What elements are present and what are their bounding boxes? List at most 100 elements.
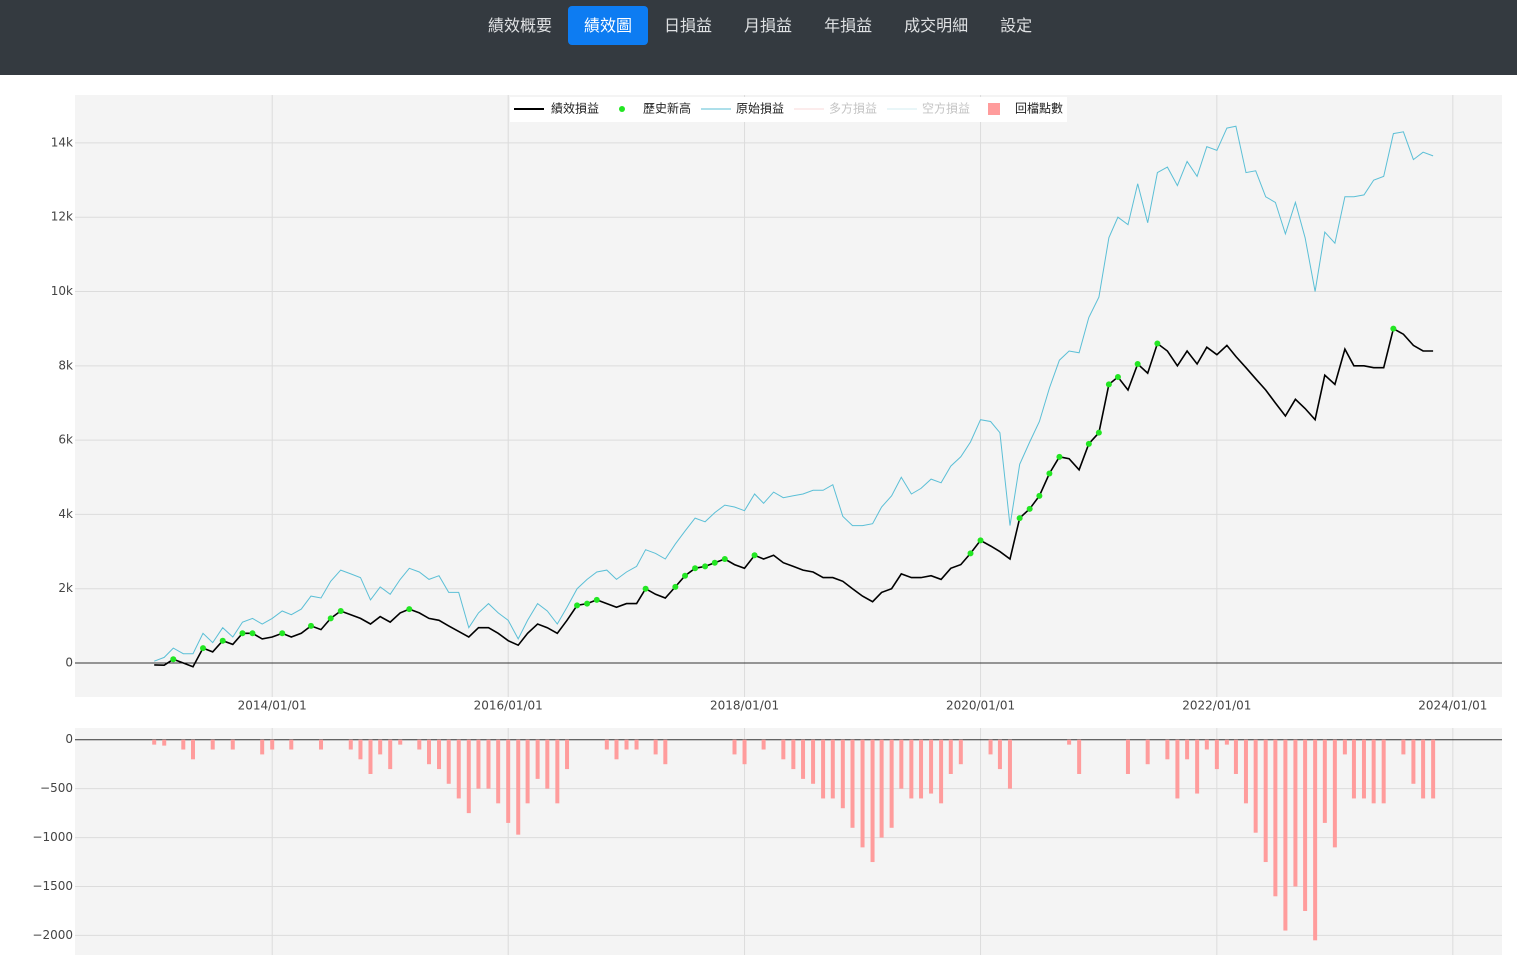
new-high-dot bbox=[584, 600, 591, 607]
drawdown-bar bbox=[368, 739, 373, 774]
drawdown-bar bbox=[840, 739, 845, 809]
drawdown-bar bbox=[319, 739, 324, 750]
drawdown-bar bbox=[1431, 739, 1436, 799]
drawdown-bar bbox=[909, 739, 914, 799]
drawdown-bar bbox=[486, 739, 491, 789]
new-high-dot bbox=[711, 559, 718, 566]
drawdown-bar bbox=[879, 739, 884, 838]
drawdown-bar bbox=[801, 739, 806, 779]
drawdown-bar bbox=[289, 739, 294, 750]
drawdown-bar bbox=[614, 739, 619, 760]
nav-tab[interactable]: 月損益 bbox=[744, 16, 793, 35]
drawdown-bar bbox=[378, 739, 383, 755]
drawdown-bar bbox=[1007, 739, 1012, 789]
nav-tab[interactable]: 設定 bbox=[1000, 16, 1033, 35]
nav-tab[interactable]: 年損益 bbox=[824, 16, 873, 35]
new-high-dot bbox=[1056, 453, 1063, 460]
new-high-dot bbox=[1036, 492, 1043, 499]
drawdown-bar bbox=[525, 739, 530, 804]
drawdown-bar bbox=[997, 739, 1002, 770]
drawdown-bar bbox=[1214, 739, 1219, 770]
drawdown-bar bbox=[1067, 739, 1072, 745]
x-tick-label: 2016/01/01 bbox=[474, 699, 543, 713]
legend-item[interactable]: 績效損益 bbox=[514, 101, 599, 116]
new-high-dot bbox=[1390, 325, 1397, 332]
new-high-dot bbox=[1114, 373, 1121, 380]
new-high-dot bbox=[1026, 505, 1033, 512]
x-tick-label: 2018/01/01 bbox=[710, 699, 779, 713]
drawdown-bar bbox=[260, 739, 265, 755]
drawdown-bar bbox=[181, 739, 186, 750]
legend: 績效損益 歷史新高 原始損益 多方損益 空方損益 回檔點數 bbox=[510, 97, 1067, 122]
new-high-dot bbox=[219, 637, 226, 644]
drawdown-bar bbox=[1165, 739, 1170, 760]
drawdown-bar bbox=[476, 739, 481, 789]
drawdown-bar bbox=[1185, 739, 1190, 760]
legend-label: 空方損益 bbox=[922, 101, 970, 116]
new-high-dot bbox=[1154, 340, 1161, 347]
legend-item[interactable]: 原始損益 bbox=[701, 101, 784, 116]
drawdown-bar bbox=[545, 739, 550, 789]
new-high-dot bbox=[337, 608, 344, 614]
new-high-dot bbox=[1085, 440, 1092, 447]
new-high-dot bbox=[702, 563, 709, 570]
legend-item[interactable]: 多方損益 bbox=[794, 101, 877, 116]
legend-item[interactable]: 回檔點數 bbox=[988, 102, 1063, 116]
drawdown-bar bbox=[437, 739, 442, 770]
legend-item[interactable]: 歷史新高 bbox=[619, 101, 691, 116]
drawdown-bar bbox=[466, 739, 471, 814]
drawdown-bar bbox=[870, 739, 875, 863]
nav-tab[interactable]: 績效圖 bbox=[568, 6, 649, 45]
drawdown-bar bbox=[1253, 739, 1258, 833]
drawdown-bar bbox=[565, 739, 570, 770]
new-high-dot bbox=[672, 583, 679, 590]
drawdown-bar bbox=[398, 739, 403, 745]
drawdown-bar bbox=[1233, 739, 1238, 774]
drawdown-bar bbox=[496, 739, 501, 804]
drawdown-bar bbox=[162, 739, 167, 746]
new-high-dot bbox=[1105, 381, 1112, 388]
legend-label: 回檔點數 bbox=[1015, 102, 1063, 116]
drawdown-bar bbox=[1342, 739, 1347, 755]
drawdown-bar bbox=[555, 739, 560, 804]
drawdown-bar bbox=[1303, 739, 1308, 911]
new-high-dot bbox=[1016, 515, 1023, 522]
drawdown-bar bbox=[1351, 739, 1356, 799]
drawdown-bar bbox=[417, 739, 422, 750]
drawdown-bar bbox=[191, 739, 196, 760]
legend-item[interactable]: 空方損益 bbox=[887, 101, 970, 116]
drawdown-bar bbox=[604, 739, 609, 750]
y2-tick-label: −500 bbox=[40, 781, 73, 795]
drawdown-bar bbox=[456, 739, 461, 799]
y2-tick-label: −2000 bbox=[32, 928, 73, 942]
new-high-dot bbox=[977, 537, 984, 544]
series-line bbox=[154, 327, 1434, 668]
new-high-dot bbox=[574, 602, 581, 609]
nav-tab[interactable]: 績效概要 bbox=[488, 16, 553, 35]
drawdown-bar bbox=[1125, 739, 1130, 774]
drawdown-bar bbox=[1313, 739, 1318, 941]
y-tick-label: 14k bbox=[51, 135, 73, 149]
drawdown-bar bbox=[663, 739, 668, 765]
legend-swatch bbox=[619, 106, 625, 112]
drawdown-bar bbox=[899, 739, 904, 789]
legend-label: 績效損益 bbox=[551, 101, 599, 116]
drawdown-bar bbox=[988, 739, 993, 755]
drawdown-bar bbox=[1293, 739, 1298, 887]
new-high-dot bbox=[593, 596, 600, 603]
drawdown-bar bbox=[1361, 739, 1366, 799]
drawdown-bar bbox=[1283, 739, 1288, 931]
drawdown-bar bbox=[948, 739, 953, 774]
nav-tab[interactable]: 成交明細 bbox=[904, 16, 969, 35]
drawdown-bar bbox=[1273, 739, 1278, 897]
new-high-dot bbox=[1134, 360, 1141, 367]
drawdown-bar bbox=[929, 739, 934, 794]
nav-tab[interactable]: 日損益 bbox=[664, 16, 713, 35]
drawdown-bar bbox=[811, 739, 816, 784]
new-high-dot bbox=[279, 630, 286, 637]
drawdown-bar bbox=[1243, 739, 1248, 804]
drawdown-bar bbox=[210, 739, 215, 750]
y-tick-label: 0 bbox=[65, 656, 73, 670]
legend-swatch bbox=[988, 103, 1000, 115]
